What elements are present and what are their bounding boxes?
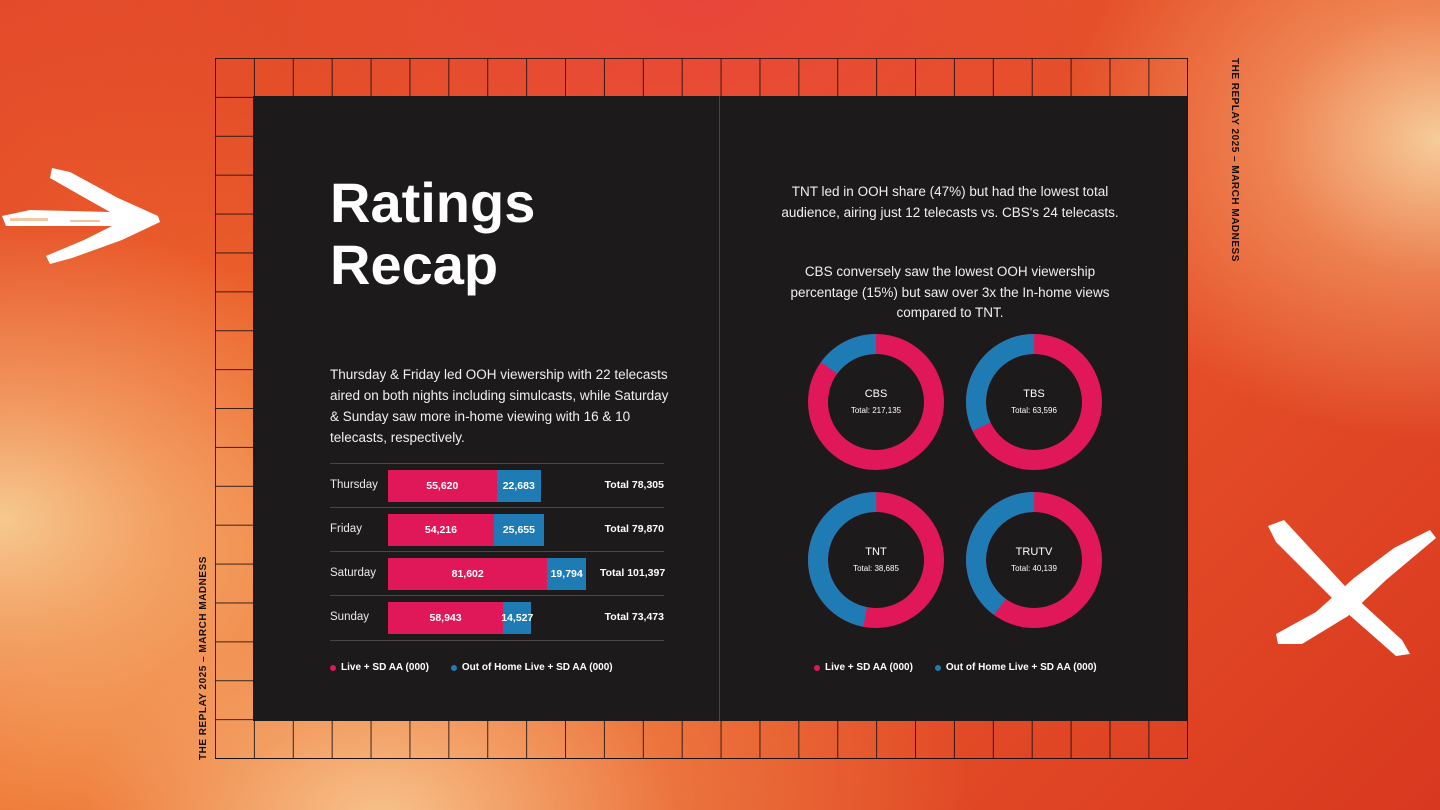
legend-label-live: Live + SD AA (000)	[341, 662, 429, 673]
legend-dot-ooh	[934, 664, 941, 671]
legend-item-live: Live + SD AA (000)	[814, 662, 913, 673]
bar-chart-legend: Live + SD AA (000) Out of Home Live + SD…	[330, 662, 613, 673]
bar-row-thursday: Thursday 55,620 22,683 Total 78,305	[330, 463, 664, 508]
donut-total-label: Total: 217,135	[850, 406, 902, 415]
donut-slice-ooh	[966, 492, 1102, 628]
title-line-1: Ratings	[330, 171, 536, 234]
legend-dot-live	[814, 664, 820, 671]
bar-segment-live: 54,216	[388, 514, 494, 546]
bar-segment-ooh: 25,655	[493, 514, 544, 546]
donut-chart-legend: Live + SD AA (000) Out of Home Live + SD…	[814, 662, 1097, 673]
bar-category-label: Sunday	[330, 611, 370, 623]
donut-slice-ooh	[808, 492, 944, 628]
bar-segment-ooh: 19,794	[547, 558, 586, 590]
legend-item-ooh: Out of Home Live + SD AA (000)	[450, 662, 613, 673]
bar-category-label: Saturday	[330, 567, 377, 579]
brush-x-icon	[1268, 520, 1436, 656]
intro-paragraph: Thursday & Friday led OOH viewership wit…	[330, 367, 669, 445]
bar-segment-live: 58,943	[388, 602, 504, 634]
bar-segment-ooh: 14,527	[501, 602, 533, 634]
bar-total-label: Total 79,870	[604, 523, 664, 535]
legend-label-ooh: Out of Home Live + SD AA (000)	[945, 662, 1097, 673]
bar-total-label: Total 73,473	[604, 611, 664, 623]
brush-arrow-icon	[2, 168, 160, 264]
bar-row-saturday: Saturday 81,602 19,794 Total 101,397	[330, 551, 666, 596]
side-label-left: THE REPLAY 2025 – MARCH MADNESS	[198, 556, 209, 760]
bar-segment-live: 55,620	[388, 470, 497, 502]
donut-trutv: TRUTV Total: 40,139	[964, 490, 1104, 630]
bar-segment-ooh: 22,683	[496, 470, 541, 502]
page-title: Ratings Recap	[330, 172, 650, 296]
donut-network-label: TRUTV	[1015, 546, 1053, 558]
donut-network-label: CBS	[864, 388, 888, 400]
donut-total-label: Total: 38,685	[853, 564, 899, 573]
bar-total-label: Total 101,397	[600, 567, 666, 579]
donut-cbs: CBS Total: 217,135	[806, 332, 946, 472]
legend-label-live: Live + SD AA (000)	[825, 662, 913, 673]
right-paragraph-1: TNT led in OOH share (47%) but had the l…	[781, 184, 1119, 220]
panel-divider	[719, 96, 720, 721]
legend-item-ooh: Out of Home Live + SD AA (000)	[934, 662, 1097, 673]
title-line-2: Recap	[330, 233, 499, 296]
bar-category-label: Thursday	[330, 479, 378, 491]
donut-network-label: TBS	[1023, 388, 1045, 400]
bar-category-label: Friday	[330, 523, 362, 535]
bar-row-sunday: Sunday 58,943 14,527 Total 73,473	[330, 595, 664, 641]
donut-tbs: TBS Total: 63,596	[964, 332, 1104, 472]
right-paragraph-2: CBS conversely saw the lowest OOH viewer…	[790, 264, 1110, 320]
bar-row-friday: Friday 54,216 25,655 Total 79,870	[330, 507, 664, 552]
donut-network-label: TNT	[865, 546, 887, 558]
donut-total-label: Total: 63,596	[1011, 406, 1057, 415]
donut-slice-ooh	[966, 334, 1102, 470]
bar-segment-live: 81,602	[388, 558, 548, 590]
legend-label-ooh: Out of Home Live + SD AA (000)	[461, 662, 613, 673]
side-label-right: THE REPLAY 2025 – MARCH MADNESS	[1229, 58, 1240, 262]
donut-total-label: Total: 40,139	[1011, 564, 1057, 573]
donut-slice-ooh	[808, 334, 944, 470]
bar-total-label: Total 78,305	[604, 479, 664, 491]
donut-tnt: TNT Total: 38,685	[806, 490, 946, 630]
legend-dot-live	[330, 664, 336, 671]
legend-dot-ooh	[450, 664, 457, 671]
legend-item-live: Live + SD AA (000)	[330, 662, 429, 673]
